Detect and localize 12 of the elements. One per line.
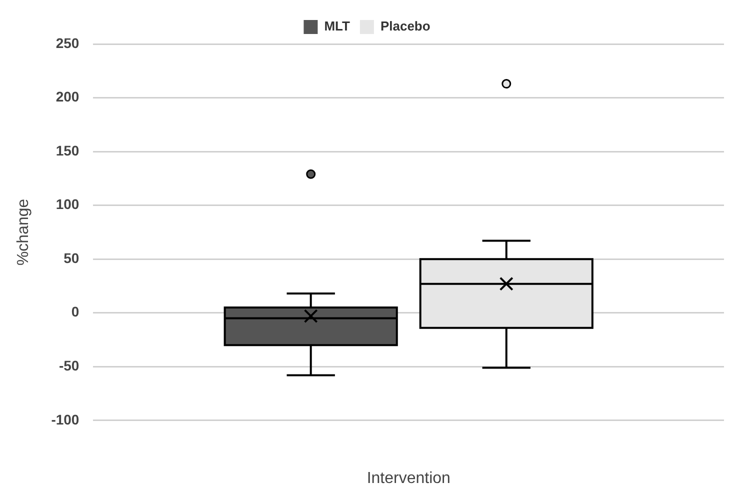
x-axis-title: Intervention [366, 470, 450, 487]
legend-label: Placebo [380, 18, 430, 34]
y-tick-label: 0 [71, 304, 80, 320]
y-tick-label: 250 [56, 34, 80, 51]
y-axis-title: %change [15, 198, 32, 266]
y-tick-label: 200 [56, 88, 80, 105]
legend-label: MLT [324, 18, 350, 34]
y-tick-label: 100 [56, 196, 80, 212]
y-tick-label: 150 [56, 142, 80, 158]
y-tick-label: -100 [51, 411, 80, 428]
y-tick-label: 50 [64, 250, 80, 266]
y-tick-label: -50 [58, 357, 80, 374]
